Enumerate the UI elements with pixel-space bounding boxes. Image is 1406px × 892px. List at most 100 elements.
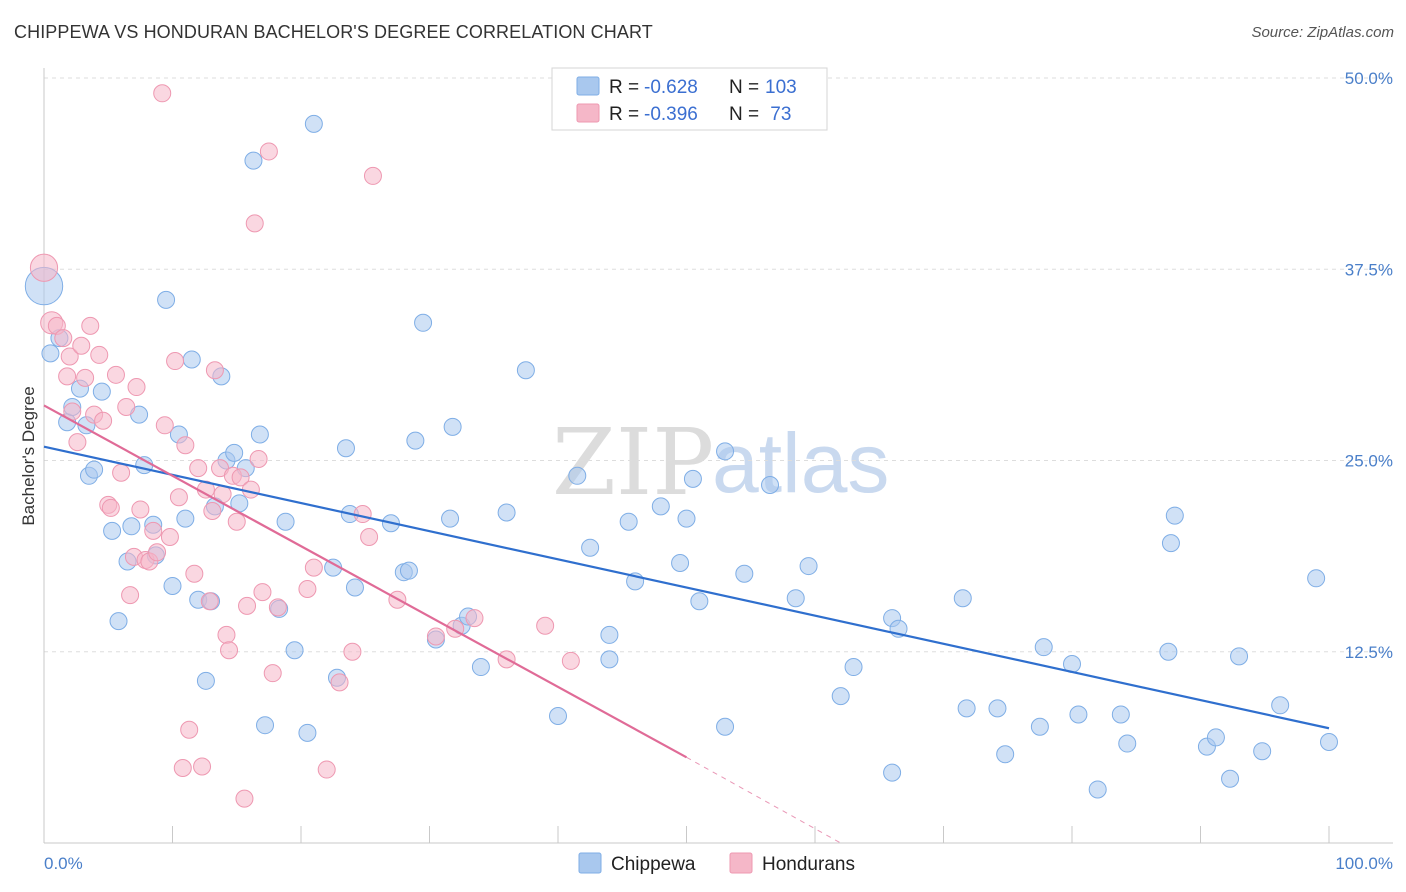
data-point (76, 368, 95, 387)
data-point (426, 627, 445, 646)
data-point (189, 459, 208, 478)
trend-line-extension (686, 756, 841, 844)
data-point (317, 760, 336, 779)
legend-r-label-1: R = (609, 104, 639, 125)
trend-line (43, 404, 688, 759)
data-point (176, 436, 195, 455)
data-point (131, 500, 150, 519)
data-point (353, 505, 372, 524)
data-point (54, 329, 73, 348)
data-point (227, 512, 246, 531)
data-point (360, 528, 379, 546)
watermark: ZIP atlas (552, 409, 889, 516)
data-point (176, 509, 195, 528)
data-point (109, 612, 128, 631)
data-point (1165, 506, 1184, 525)
y-tick-label: 25.0% (1345, 452, 1393, 471)
data-point (112, 463, 131, 482)
y-tick-labels: 12.5% 25.0% 37.5% 50.0% (1345, 69, 1393, 662)
data-point (263, 664, 282, 683)
data-point (690, 592, 709, 611)
data-point (250, 425, 269, 444)
data-point (29, 253, 59, 282)
data-point (155, 416, 174, 435)
data-point (600, 650, 619, 669)
legend-n-label-0: N = (729, 77, 759, 98)
trend-lines (43, 404, 1330, 844)
data-point (259, 142, 278, 161)
data-point (235, 789, 254, 808)
data-point (169, 488, 188, 507)
source-credit: Source: ZipAtlas.com (1251, 24, 1394, 41)
legend-n-value-1: 73 (765, 104, 791, 125)
data-point (516, 361, 535, 380)
data-point (185, 564, 204, 583)
data-point (60, 347, 79, 366)
data-point (92, 382, 111, 401)
data-point (58, 367, 77, 386)
data-point (298, 580, 317, 599)
y-tick-label: 37.5% (1345, 260, 1393, 279)
axes (43, 68, 1393, 844)
data-point (957, 699, 976, 718)
data-point (304, 558, 323, 577)
data-point (166, 352, 185, 371)
data-point (799, 557, 818, 576)
data-point (343, 642, 362, 661)
data-point (549, 707, 567, 726)
legend-r-value-0: -0.628 (644, 77, 698, 98)
data-point (465, 609, 484, 628)
legend-n-value-0: 103 (765, 77, 797, 98)
data-point (121, 586, 140, 605)
y-axis-title: Bachelor's Degree (19, 386, 38, 525)
data-point (786, 589, 805, 608)
data-point (1034, 638, 1053, 657)
data-point (205, 361, 224, 380)
data-point (238, 596, 257, 615)
data-point (363, 166, 382, 185)
y-tick-label: 12.5% (1345, 643, 1393, 662)
data-point (619, 512, 638, 531)
data-point (241, 480, 260, 499)
bottom-legend-swatch-chippewa (578, 852, 602, 874)
data-point (81, 316, 100, 335)
data-point (182, 350, 201, 369)
legend-r-label-0: R = (609, 77, 639, 98)
data-point (735, 564, 754, 583)
data-point (68, 433, 87, 452)
data-point (581, 538, 600, 557)
legend-r-value-1: -0.396 (644, 104, 698, 125)
data-point (256, 716, 275, 735)
data-point (399, 561, 418, 580)
data-point (600, 625, 619, 644)
data-point (1206, 728, 1225, 747)
data-point (144, 521, 163, 540)
stats-legend: R = -0.628 N = 103 R = -0.396 N = 73 (551, 67, 828, 131)
data-point (72, 336, 91, 355)
data-point (148, 543, 167, 562)
data-point (716, 442, 735, 461)
data-point (244, 151, 263, 170)
data-point (677, 509, 696, 528)
data-point (106, 365, 125, 384)
data-point (414, 313, 433, 332)
data-point (285, 641, 304, 660)
bottom-legend-swatch-hondurans (729, 852, 753, 874)
data-point (844, 658, 863, 677)
data-point (831, 687, 850, 706)
data-point (471, 658, 490, 677)
data-point (1088, 780, 1107, 799)
data-point (953, 589, 972, 608)
data-point (1307, 569, 1326, 588)
data-point (220, 641, 239, 660)
x-tick-label-min: 0.0% (44, 854, 83, 873)
data-point (103, 521, 122, 540)
data-point (217, 625, 236, 644)
data-point (276, 512, 295, 531)
data-point (683, 469, 702, 488)
data-point (193, 757, 212, 776)
data-point (304, 114, 323, 133)
data-point (180, 720, 199, 739)
trend-line (43, 445, 1330, 730)
